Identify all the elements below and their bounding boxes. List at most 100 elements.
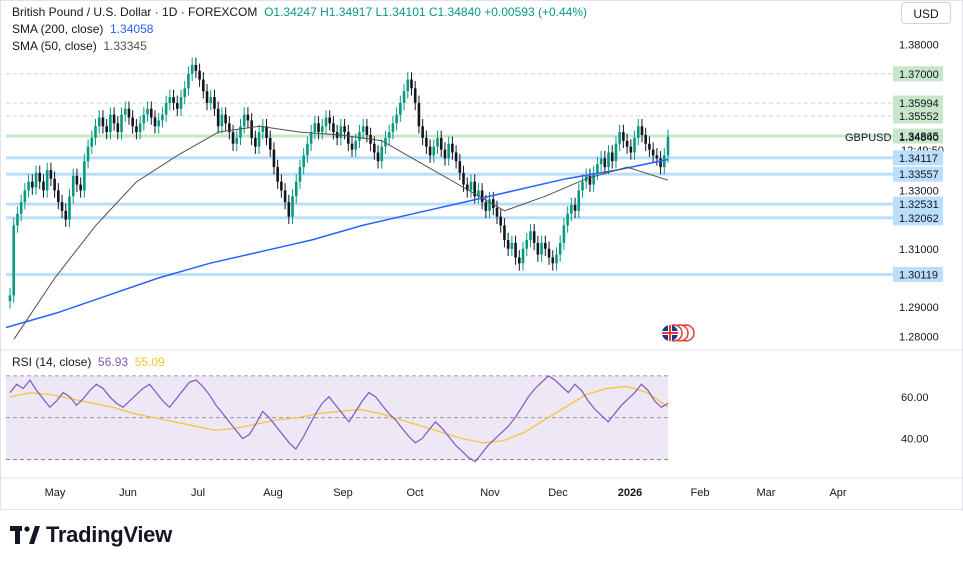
candle — [306, 136, 309, 163]
candle-body — [287, 202, 291, 217]
candle — [346, 124, 350, 152]
candle — [395, 107, 398, 131]
candle — [607, 145, 610, 175]
candle — [19, 194, 23, 222]
sma200-value: 1.34058 — [110, 22, 154, 36]
candle — [577, 183, 581, 219]
price-label-bg — [893, 128, 943, 144]
candle — [636, 118, 640, 146]
candle — [413, 81, 417, 111]
candle-body — [12, 225, 16, 296]
candle-body — [272, 149, 276, 168]
candle-body — [45, 170, 49, 191]
candle-body — [633, 137, 636, 153]
candle — [477, 183, 480, 204]
tradingview-logo[interactable]: TradingView — [10, 522, 172, 548]
candle-body — [194, 65, 198, 71]
candle-body — [376, 152, 380, 162]
candle-body — [436, 137, 439, 147]
flag-red-v — [669, 325, 671, 341]
candle — [257, 124, 261, 154]
candle-body — [161, 114, 164, 121]
candle-body — [42, 181, 45, 191]
candle — [116, 116, 120, 140]
sma200-legend[interactable]: SMA (200, close) 1.34058 — [12, 22, 153, 36]
candle-body — [339, 126, 343, 138]
candle-body — [540, 242, 543, 255]
candle-body — [228, 123, 231, 133]
candle — [555, 247, 558, 271]
candle — [157, 113, 161, 134]
candle-body — [354, 140, 358, 150]
candle — [473, 174, 476, 204]
candle — [662, 148, 666, 175]
candle-body — [157, 120, 161, 127]
sma50-label: SMA (50, close) — [12, 39, 97, 53]
candle — [510, 235, 514, 257]
candle — [231, 124, 235, 152]
uk-flag-icon[interactable] — [662, 324, 695, 342]
candles-layer — [8, 57, 670, 309]
candle-body — [573, 205, 577, 211]
candle-body — [146, 108, 149, 115]
candle — [399, 95, 402, 122]
candle-body — [387, 132, 391, 138]
price-label-bg — [893, 108, 943, 124]
candle — [172, 89, 175, 111]
tradingview-wordmark: TradingView — [46, 522, 172, 547]
time-tick: Jun — [119, 487, 137, 499]
candle-body — [603, 158, 607, 168]
rsi-label: RSI (14, close) — [12, 355, 92, 369]
candle-body — [488, 199, 491, 211]
candle-body — [320, 126, 324, 133]
candle — [280, 174, 283, 198]
candle-body — [64, 210, 68, 220]
candle — [287, 194, 291, 224]
candle-body — [469, 181, 473, 191]
candle-body — [373, 143, 376, 153]
candle-body — [123, 108, 127, 115]
candle-body — [358, 132, 361, 141]
candle-body — [298, 167, 302, 182]
candle — [83, 153, 86, 198]
sma50-legend[interactable]: SMA (50, close) 1.33345 — [12, 39, 147, 53]
candle-body — [465, 184, 469, 191]
rsi-legend[interactable]: RSI (14, close) 56.93 55.09 — [12, 355, 165, 369]
candle — [551, 250, 555, 271]
time-tick: 2026 — [618, 487, 642, 499]
currency-button[interactable]: USD — [901, 2, 951, 24]
candle-body — [625, 140, 629, 147]
candle — [328, 110, 332, 131]
candle-body — [529, 231, 532, 240]
candle — [298, 159, 302, 189]
candle-body — [90, 137, 94, 147]
candle — [648, 136, 651, 157]
symbol-legend: British Pound / U.S. Dollar · 1D · FOREX… — [12, 5, 587, 19]
candle — [23, 183, 27, 210]
price-label-bg — [893, 210, 943, 226]
candle — [428, 139, 432, 163]
candle — [451, 136, 454, 160]
candle-body — [250, 120, 253, 138]
candle-body — [503, 225, 506, 240]
candle — [495, 200, 499, 224]
price-label-bg — [893, 66, 943, 82]
candle — [570, 197, 573, 222]
candle-body — [395, 114, 398, 124]
price-label-text: 1.30119 — [899, 269, 938, 281]
candle-body — [149, 108, 153, 118]
price-label-text: 1.35994 — [899, 98, 939, 110]
candle-body — [458, 161, 462, 173]
candle — [432, 139, 436, 163]
symbol-tag: GBPUSD — [845, 132, 892, 144]
moving-averages-layer — [5, 125, 669, 340]
candle-body — [462, 172, 465, 185]
symbol-title[interactable]: British Pound / U.S. Dollar · 1D · FOREX… — [12, 5, 258, 19]
rsi-ma-value: 55.09 — [134, 355, 165, 369]
candle — [536, 235, 540, 262]
candle-body — [332, 123, 335, 133]
price-label: 1.35552 — [893, 108, 943, 124]
candle — [410, 72, 413, 96]
candle-body — [614, 143, 618, 162]
